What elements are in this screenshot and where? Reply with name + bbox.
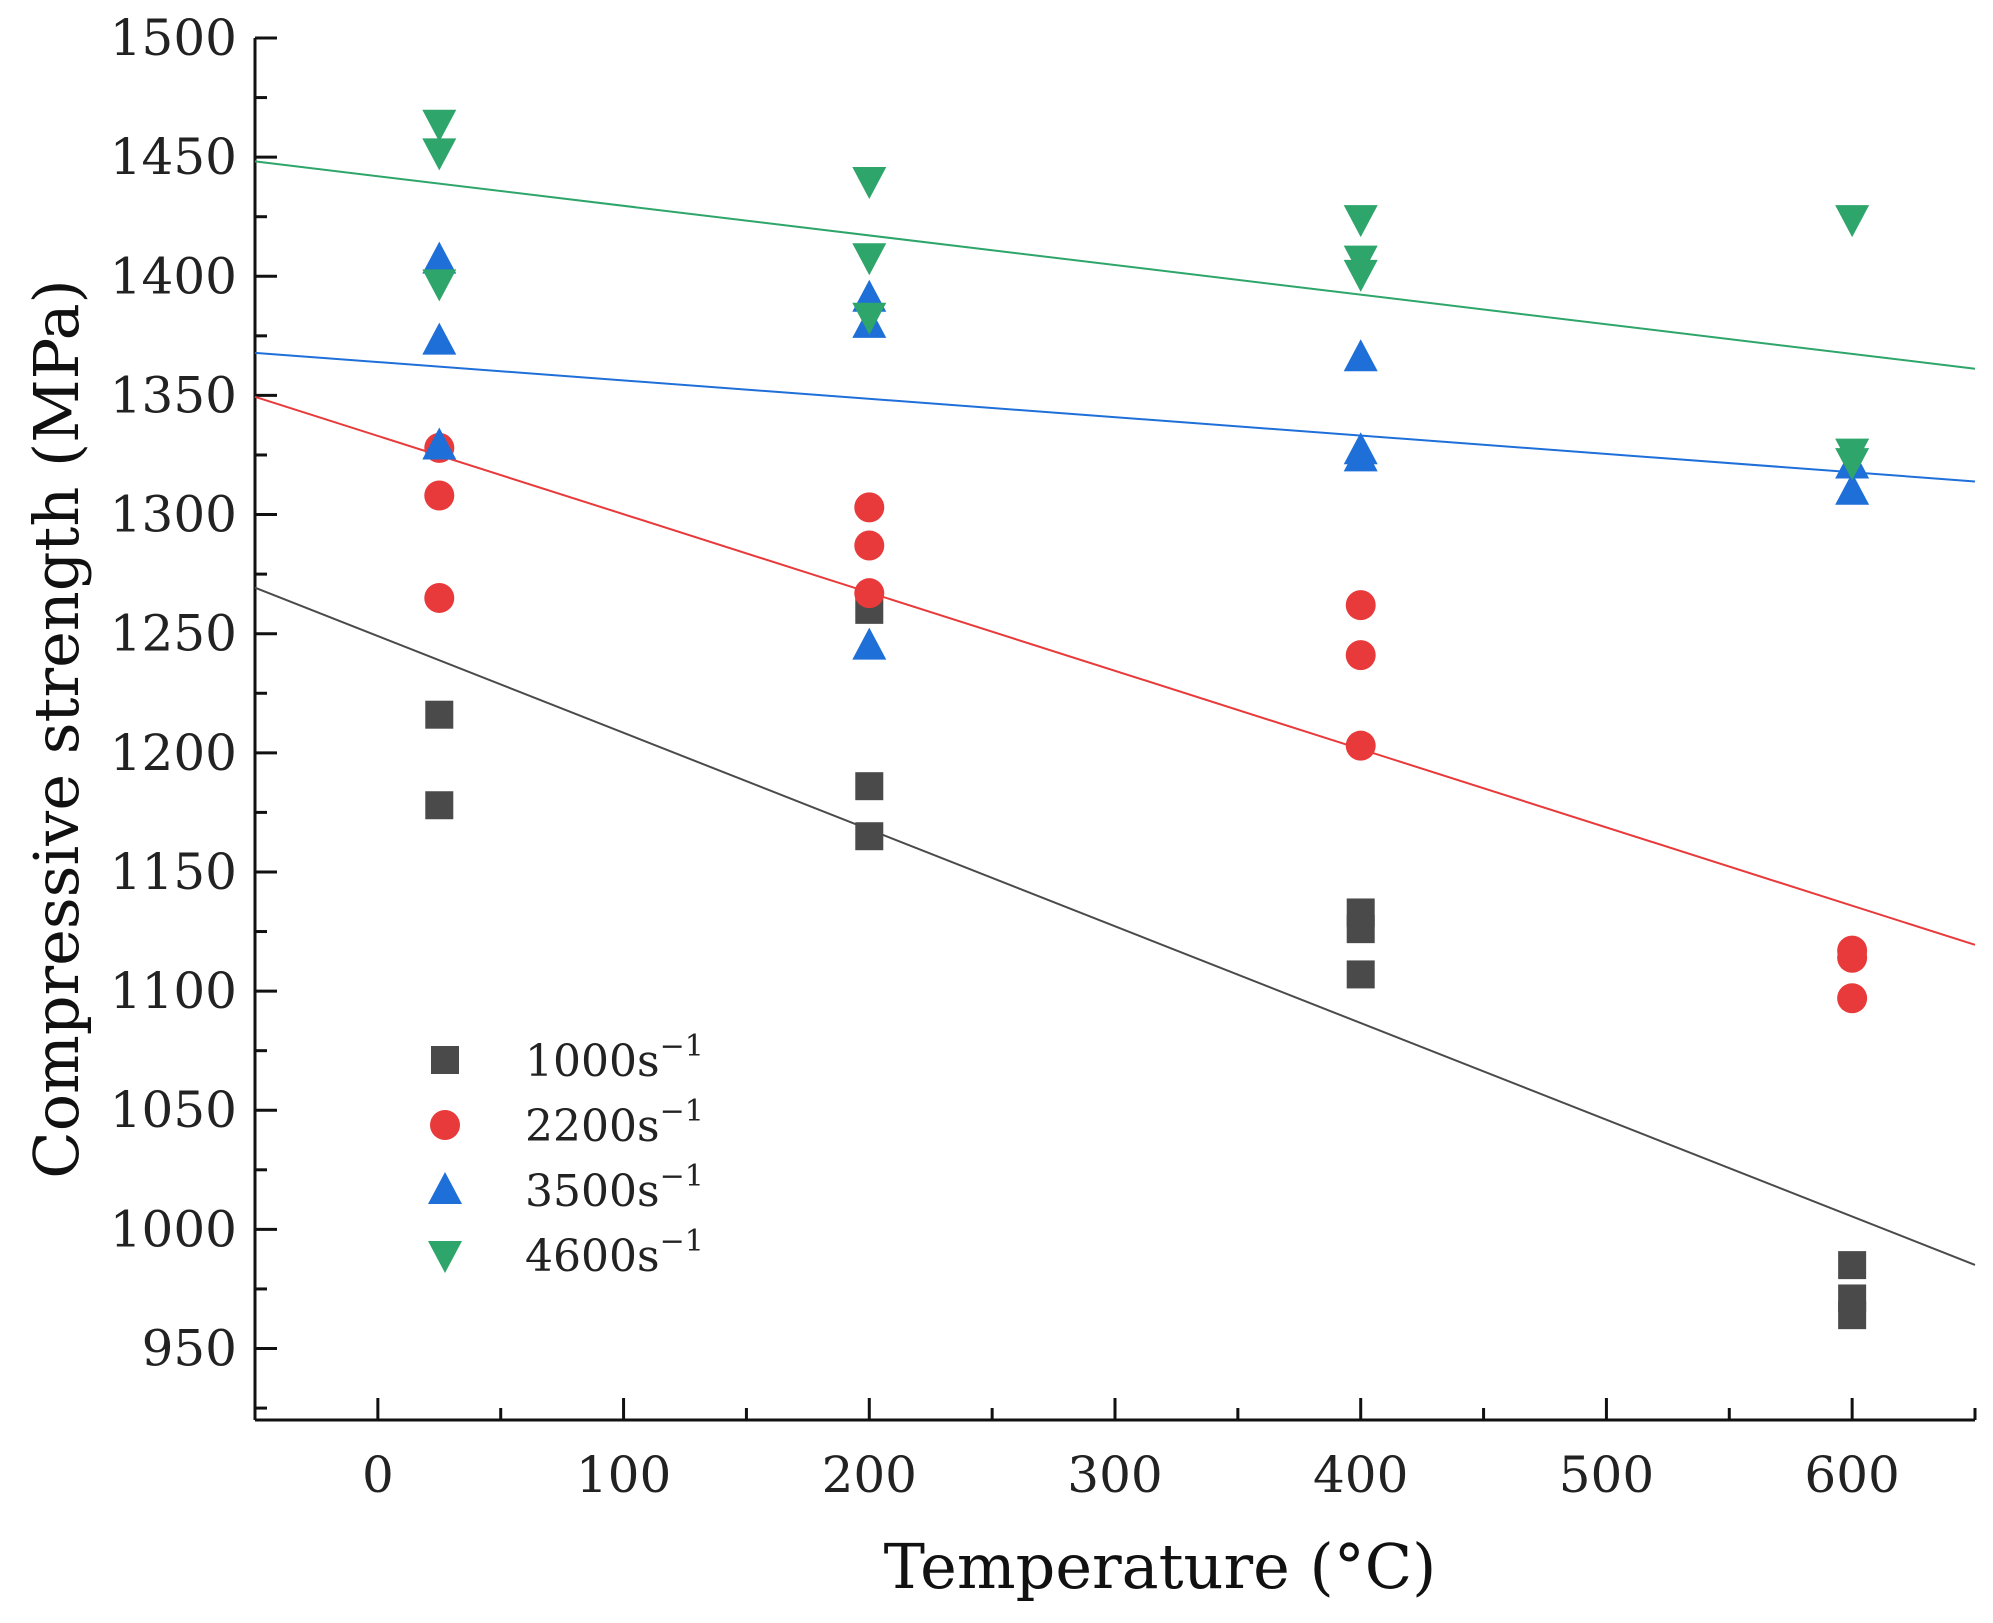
data-point (854, 578, 885, 609)
y-tick-label: 1000 (110, 1200, 237, 1258)
tick-labels: 0 100 200 300 400 500 600 950 1000 1050 1100 1150 12… (110, 9, 1900, 1504)
data-point (1343, 439, 1378, 472)
legend-label: 2200s−1 (525, 1094, 704, 1152)
y-tick-label: 950 (142, 1320, 237, 1378)
data-point (422, 322, 457, 355)
y-tick-label: 1100 (110, 962, 237, 1020)
data-point (424, 480, 455, 511)
data-point (1835, 205, 1870, 238)
data-point (422, 269, 457, 302)
axes-frame (253, 36, 1977, 1422)
data-point (1838, 1301, 1867, 1330)
y-tick-label: 1350 (110, 366, 237, 424)
data-points (422, 109, 1870, 1330)
data-point (1343, 205, 1378, 238)
fit-line (254, 395, 1976, 946)
x-tick-label: 600 (1804, 1446, 1899, 1504)
data-point (1837, 942, 1868, 973)
y-tick-label: 1300 (110, 486, 237, 544)
legend-marker (428, 1172, 462, 1204)
legend-marker (428, 1241, 462, 1273)
data-point (422, 138, 457, 171)
data-point (422, 109, 457, 142)
data-point (1838, 1251, 1867, 1280)
data-point (1343, 339, 1378, 372)
fit-line (254, 160, 1976, 370)
x-tick-label: 200 (822, 1446, 917, 1504)
data-point (1343, 259, 1378, 292)
legend-marker (431, 1046, 459, 1074)
data-point (424, 582, 455, 613)
data-point (852, 302, 887, 335)
y-tick-label: 1200 (110, 724, 237, 782)
legend-label: 4600s−1 (525, 1224, 704, 1282)
x-tick-label: 500 (1559, 1446, 1654, 1504)
data-point (852, 166, 887, 199)
data-point (854, 530, 885, 561)
y-tick-label: 1250 (110, 605, 237, 663)
data-point (1345, 730, 1376, 761)
fit-lines (254, 160, 1976, 1266)
y-tick-label: 1050 (110, 1081, 237, 1139)
data-point (855, 772, 884, 801)
y-tick-label: 1150 (110, 843, 237, 901)
data-point (852, 243, 887, 276)
legend-label: 3500s−1 (525, 1159, 704, 1217)
data-point (1346, 915, 1375, 944)
data-point (1835, 448, 1870, 481)
x-axis-title: Temperature (°C) (884, 1530, 1437, 1603)
data-point (854, 492, 885, 523)
data-point (1346, 960, 1375, 989)
x-tick-label: 100 (576, 1446, 671, 1504)
fit-line (254, 586, 1976, 1266)
data-point (1345, 640, 1376, 671)
data-point (422, 241, 457, 274)
legend: 1000s−1 2200s−1 3500s−1 4600s−1 (428, 1029, 704, 1282)
data-point (852, 627, 887, 660)
data-point (1345, 590, 1376, 621)
y-axis-title: Compressive strength (MPa) (20, 279, 93, 1178)
x-tick-label: 0 (362, 1446, 394, 1504)
y-tick-label: 1450 (110, 128, 237, 186)
data-point (1837, 983, 1868, 1014)
fit-line (254, 351, 1976, 483)
data-point (422, 427, 457, 460)
legend-label: 1000s−1 (525, 1029, 704, 1087)
y-tick-label: 1500 (110, 9, 237, 67)
data-point (855, 822, 884, 851)
x-tick-label: 400 (1313, 1446, 1408, 1504)
x-tick-label: 300 (1067, 1446, 1162, 1504)
legend-marker (430, 1110, 460, 1140)
data-point (1835, 472, 1870, 505)
data-point (425, 791, 454, 820)
data-point (425, 700, 454, 729)
y-tick-label: 1400 (110, 247, 237, 305)
